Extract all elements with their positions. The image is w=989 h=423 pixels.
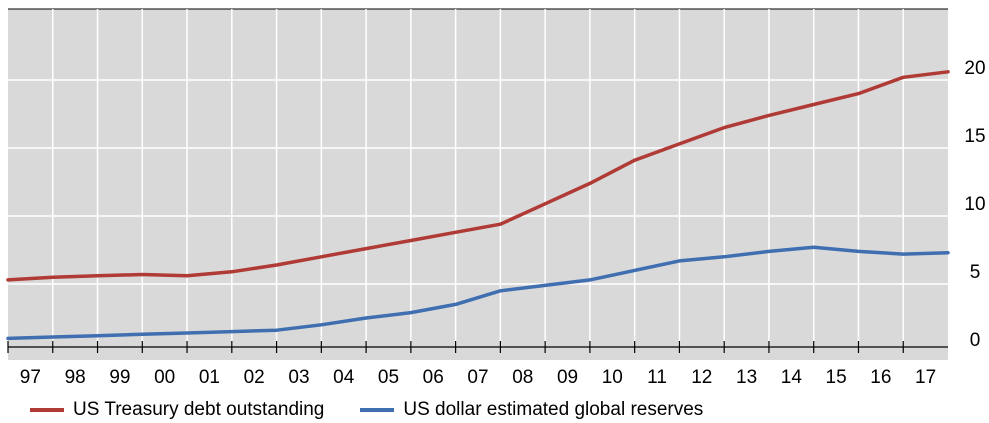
x-tick-label: 16 [870,367,891,388]
x-tick-label: 07 [467,367,488,388]
x-tick-label: 17 [915,367,936,388]
legend-item-treasury: US Treasury debt outstanding [30,399,324,421]
x-tick-label: 97 [20,367,41,388]
legend-label-reserves: US dollar estimated global reserves [403,399,704,420]
series-line-treasury-debt [6,70,950,282]
legend-item-reserves: US dollar estimated global reserves [360,399,703,421]
legend-label-treasury: US Treasury debt outstanding [73,399,325,420]
x-axis-labels: 97 98 99 00 01 02 03 04 05 06 07 08 09 10 11 12 13 14 15 16… [20,367,936,388]
x-tick-label: 00 [154,367,175,388]
vertical-gridlines [52,9,904,347]
y-tick-label: 15 [964,126,985,147]
x-tick-label: 12 [691,367,712,388]
x-tick-label: 04 [333,367,355,388]
x-tick-label: 06 [423,367,444,388]
legend-swatch-treasury [30,408,64,412]
y-tick-label: 0 [970,330,981,351]
series-lines [6,70,950,341]
x-tick-label: 01 [199,367,220,388]
x-tick-label: 09 [557,367,578,388]
series-line-dollar-reserves [6,245,950,341]
x-tick-label: 05 [378,367,399,388]
plot-area [8,9,948,360]
legend-swatch-reserves [360,408,395,412]
y-tick-label: 20 [964,58,985,79]
y-axis-labels: 0 5 10 15 20 [964,58,985,351]
x-tick-label: 99 [109,367,130,388]
x-tick-label: 10 [602,367,623,388]
x-tick-label: 98 [65,367,86,388]
x-tick-label: 11 [647,367,667,388]
horizontal-gridlines [8,79,948,285]
legend: US Treasury debt outstanding US dollar e… [30,397,739,423]
x-axis-ticks [7,341,904,353]
x-tick-label: 03 [288,367,309,388]
y-tick-label: 5 [970,262,981,283]
y-tick-label: 10 [964,194,985,215]
x-tick-label: 08 [512,367,533,388]
x-tick-label: 13 [736,367,757,388]
x-tick-label: 14 [781,367,803,388]
x-tick-label: 15 [826,367,847,388]
x-tick-label: 02 [244,367,265,388]
